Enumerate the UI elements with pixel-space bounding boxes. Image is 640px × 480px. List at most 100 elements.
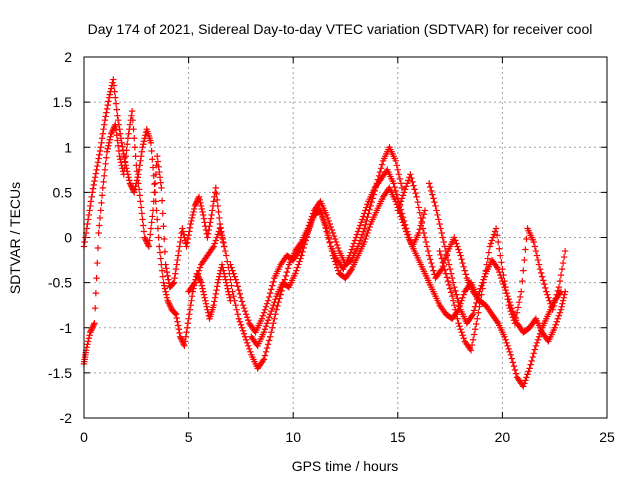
- data-point: [520, 267, 527, 274]
- data-point: [200, 215, 208, 222]
- data-point: [209, 207, 216, 214]
- data-point: [480, 279, 487, 286]
- data-point: [93, 166, 100, 174]
- data-point: [451, 301, 458, 309]
- data-point: [295, 261, 302, 268]
- data-point: [485, 249, 493, 256]
- y-tick-label: -1.5: [48, 365, 72, 381]
- data-point: [164, 297, 171, 304]
- series-track-H: [436, 225, 569, 354]
- data-point: [130, 187, 137, 195]
- data-point: [268, 286, 275, 293]
- data-point: [158, 267, 166, 274]
- data-point: [556, 309, 564, 316]
- data-point: [298, 252, 305, 259]
- data-point: [111, 122, 118, 130]
- data-point: [355, 225, 363, 232]
- data-point: [421, 234, 429, 241]
- data-point: [188, 297, 195, 304]
- data-point: [392, 157, 399, 164]
- data-point: [481, 273, 488, 280]
- data-point: [88, 326, 95, 333]
- data-point: [432, 202, 439, 210]
- data-point: [113, 132, 120, 139]
- data-point: [151, 189, 158, 196]
- data-point: [197, 202, 205, 210]
- y-tick-label: 2: [64, 49, 72, 65]
- data-point: [127, 181, 134, 189]
- data-point: [509, 314, 517, 321]
- data-point: [460, 291, 467, 298]
- data-point: [177, 335, 185, 342]
- data-point: [165, 300, 173, 307]
- data-point: [357, 219, 365, 226]
- data-point: [194, 270, 202, 277]
- data-point: [247, 348, 254, 356]
- data-point: [213, 190, 220, 198]
- data-point: [328, 247, 336, 255]
- data-point: [446, 265, 454, 273]
- data-point: [409, 178, 416, 186]
- data-point: [561, 291, 568, 298]
- data-point: [87, 329, 94, 336]
- data-point: [157, 255, 164, 262]
- data-point: [216, 273, 223, 280]
- data-point: [133, 162, 140, 169]
- data-point: [128, 184, 136, 192]
- data-point: [399, 192, 407, 199]
- data-point: [237, 294, 245, 301]
- data-point: [506, 348, 513, 356]
- data-point: [492, 225, 500, 232]
- data-point: [446, 285, 454, 292]
- data-point: [181, 342, 188, 349]
- data-point: [213, 196, 221, 204]
- data-point: [231, 273, 238, 280]
- data-point: [166, 301, 173, 309]
- data-point: [143, 238, 150, 246]
- data-point: [224, 258, 231, 265]
- data-point: [101, 166, 109, 174]
- data-point: [117, 156, 124, 163]
- data-point: [114, 116, 122, 124]
- data-point: [529, 353, 536, 361]
- data-point: [130, 126, 137, 133]
- data-point: [484, 255, 491, 262]
- data-point: [535, 261, 543, 268]
- data-point: [460, 263, 467, 271]
- data-point: [561, 247, 569, 255]
- data-point: [327, 223, 335, 231]
- data-point: [558, 303, 565, 310]
- data-point: [114, 142, 122, 149]
- data-point: [268, 308, 275, 315]
- data-point: [200, 211, 207, 219]
- data-point: [416, 209, 423, 216]
- data-point: [418, 220, 426, 227]
- data-point: [400, 222, 408, 229]
- data-point: [363, 204, 370, 211]
- data-point: [90, 181, 97, 189]
- y-tick-label: -1: [60, 320, 73, 336]
- data-point: [209, 244, 216, 252]
- data-point: [441, 243, 449, 250]
- data-point: [261, 326, 269, 333]
- data-point: [132, 183, 139, 190]
- data-point: [179, 225, 186, 232]
- data-point: [114, 137, 121, 144]
- data-point: [191, 279, 199, 286]
- data-point: [237, 321, 245, 328]
- data-point: [333, 241, 341, 249]
- data-point: [496, 245, 503, 252]
- data-point: [137, 153, 145, 160]
- data-point: [245, 342, 252, 349]
- data-point: [525, 368, 532, 375]
- data-point: [162, 288, 169, 295]
- data-point: [420, 210, 428, 218]
- data-point: [149, 156, 156, 163]
- data-point: [437, 225, 444, 232]
- data-point: [169, 280, 176, 288]
- data-point: [390, 180, 397, 187]
- data-point: [140, 228, 148, 235]
- series-track-F: [394, 171, 565, 390]
- data-point: [141, 234, 148, 241]
- data-point: [157, 179, 164, 186]
